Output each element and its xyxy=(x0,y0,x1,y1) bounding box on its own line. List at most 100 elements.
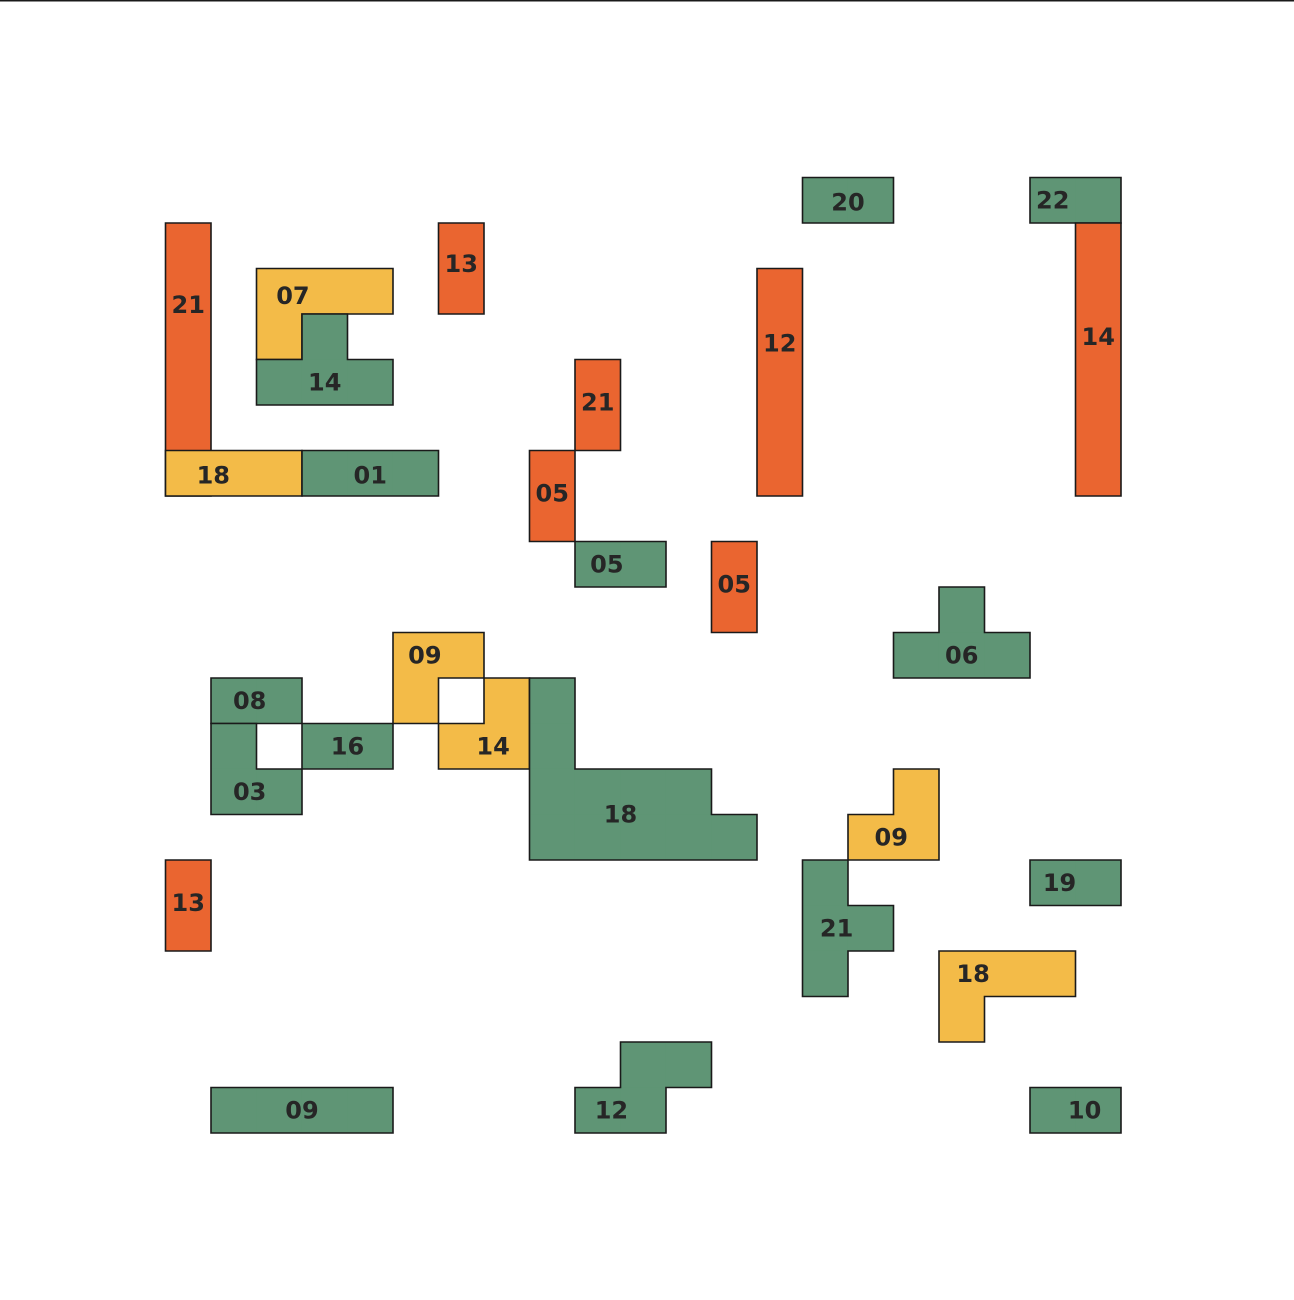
piece-cell xyxy=(392,632,439,679)
piece-cell xyxy=(301,359,348,406)
puzzle-piece-13[interactable]: 13 xyxy=(437,222,485,315)
piece-outline xyxy=(801,859,895,998)
piece-cell xyxy=(1075,313,1122,360)
puzzle-piece-09[interactable]: 09 xyxy=(210,1086,394,1134)
piece-cell xyxy=(347,723,394,770)
puzzle-piece-12[interactable]: 12 xyxy=(574,1041,713,1134)
piece-label: 05 xyxy=(718,571,751,599)
piece-cell xyxy=(1075,177,1122,224)
piece-label: 13 xyxy=(445,250,478,278)
puzzle-piece-13[interactable]: 13 xyxy=(164,859,212,952)
puzzle-piece-19[interactable]: 19 xyxy=(1029,859,1122,907)
piece-cell xyxy=(210,677,257,724)
piece-outline xyxy=(892,586,1031,679)
piece-cell xyxy=(392,677,439,724)
piece-cell xyxy=(301,268,348,315)
puzzle-piece-14[interactable]: 14 xyxy=(437,677,531,770)
piece-cell xyxy=(256,313,303,360)
puzzle-piece-01[interactable]: 01 xyxy=(301,449,440,497)
piece-cell xyxy=(301,723,348,770)
piece-cell xyxy=(711,541,758,588)
puzzle-piece-21[interactable]: 21 xyxy=(801,859,895,998)
puzzle-piece-14[interactable]: 14 xyxy=(255,313,394,406)
piece-cell xyxy=(893,632,940,679)
piece-cell xyxy=(165,450,212,497)
piece-cell xyxy=(1075,450,1122,497)
piece-label: 09 xyxy=(408,641,441,669)
puzzle-piece-21[interactable]: 21 xyxy=(574,358,622,452)
piece-label: 05 xyxy=(536,480,569,508)
puzzle-piece-05[interactable]: 05 xyxy=(528,449,576,543)
puzzle-piece-08[interactable]: 08 xyxy=(210,677,303,725)
piece-cell xyxy=(1075,222,1122,269)
piece-cell xyxy=(938,586,985,633)
piece-cell xyxy=(938,996,985,1043)
piece-cell xyxy=(347,268,394,315)
puzzle-piece-03[interactable]: 03 xyxy=(210,722,303,816)
piece-cell xyxy=(529,814,576,861)
piece-outline xyxy=(1029,176,1122,224)
piece-label: 09 xyxy=(875,823,908,851)
puzzle-piece-06[interactable]: 06 xyxy=(892,586,1031,679)
piece-cell xyxy=(802,177,849,224)
puzzle-piece-22[interactable]: 22 xyxy=(1029,176,1122,224)
piece-cell xyxy=(802,859,849,906)
piece-label: 08 xyxy=(233,687,266,715)
piece-cell xyxy=(210,1087,257,1134)
piece-cell xyxy=(529,450,576,497)
piece-cell xyxy=(893,814,940,861)
piece-outline xyxy=(392,631,485,725)
piece-cell xyxy=(347,359,394,406)
puzzle-piece-10[interactable]: 10 xyxy=(1029,1086,1122,1134)
piece-cell xyxy=(711,814,758,861)
puzzle-piece-16[interactable]: 16 xyxy=(301,722,394,770)
puzzle-piece-05[interactable]: 05 xyxy=(710,540,758,634)
piece-cell xyxy=(1075,1087,1122,1134)
puzzle-piece-09[interactable]: 09 xyxy=(392,631,485,725)
piece-cell xyxy=(574,1087,621,1134)
piece-cell xyxy=(984,632,1031,679)
puzzle-piece-18[interactable]: 18 xyxy=(938,950,1077,1043)
piece-outline xyxy=(210,1086,394,1134)
piece-cell xyxy=(256,677,303,724)
piece-label: 12 xyxy=(595,1096,628,1124)
piece-cell xyxy=(893,768,940,815)
piece-outline xyxy=(801,176,895,224)
piece-cell xyxy=(574,768,621,815)
piece-label: 14 xyxy=(308,368,341,396)
piece-cell xyxy=(620,541,667,588)
piece-cell xyxy=(938,632,985,679)
piece-outline xyxy=(710,540,758,634)
puzzle-piece-07[interactable]: 07 xyxy=(255,267,394,361)
piece-cell xyxy=(347,1087,394,1134)
puzzle-piece-14[interactable]: 14 xyxy=(1074,222,1122,497)
piece-outline xyxy=(1029,859,1122,907)
piece-outline xyxy=(164,859,212,952)
piece-label: 01 xyxy=(354,462,387,490)
piece-label: 09 xyxy=(285,1096,318,1124)
piece-cell xyxy=(438,723,485,770)
piece-cell xyxy=(847,177,894,224)
piece-cell xyxy=(256,268,303,315)
piece-cell xyxy=(347,450,394,497)
piece-cell xyxy=(847,814,894,861)
piece-label: 10 xyxy=(1068,1096,1101,1124)
puzzle-piece-05[interactable]: 05 xyxy=(574,540,667,588)
puzzle-piece-18[interactable]: 18 xyxy=(164,449,303,497)
puzzle-piece-09[interactable]: 09 xyxy=(847,768,940,861)
piece-cell xyxy=(620,814,667,861)
piece-label: 18 xyxy=(956,960,989,988)
puzzle-piece-12[interactable]: 12 xyxy=(756,267,804,497)
piece-cell xyxy=(301,1087,348,1134)
puzzle-piece-20[interactable]: 20 xyxy=(801,176,895,224)
piece-label: 19 xyxy=(1043,869,1076,897)
puzzle-piece-18[interactable]: 18 xyxy=(528,677,758,861)
piece-label: 20 xyxy=(831,189,864,217)
piece-cell xyxy=(438,632,485,679)
piece-cell xyxy=(483,723,530,770)
piece-label: 03 xyxy=(233,778,266,806)
piece-cell xyxy=(301,313,348,360)
piece-outline xyxy=(938,950,1077,1043)
piece-cell xyxy=(802,950,849,997)
piece-cell xyxy=(256,1087,303,1134)
